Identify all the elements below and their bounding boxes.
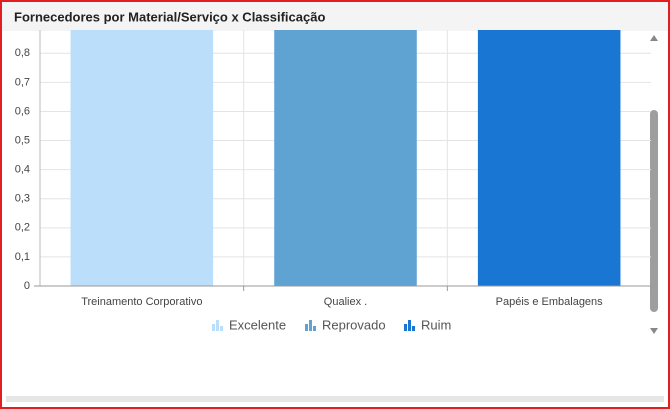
header	[1, 1, 669, 31]
y-tick-label: 0,2	[15, 222, 30, 234]
plot-area	[70, 30, 621, 286]
y-tick-label: 0,8	[15, 47, 30, 59]
legend-icon	[404, 324, 407, 331]
legend-icon	[216, 320, 219, 331]
legend-label: Reprovado	[322, 317, 386, 332]
y-tick-label: 0,4	[15, 164, 30, 176]
legend-label: Ruim	[421, 317, 451, 332]
legend-icon	[305, 324, 308, 331]
scroll-down[interactable]	[650, 328, 658, 334]
y-tick-label: 0,1	[15, 251, 30, 263]
y-tick-label: 0,5	[15, 134, 30, 146]
legend-icon	[212, 324, 215, 331]
scroll-up[interactable]	[650, 35, 658, 41]
y-tick-label: 0,3	[15, 193, 30, 205]
x-tick-label: Papéis e Embalagens	[496, 296, 604, 308]
legend-icon	[220, 326, 223, 331]
x-tick-label: Treinamento Corporativo	[81, 296, 202, 308]
legend-icon	[309, 320, 312, 331]
legend-icon	[408, 320, 411, 331]
chart-title: Fornecedores por Material/Serviço x Clas…	[14, 9, 325, 24]
x-tick-label: Qualiex .	[324, 296, 367, 308]
legend-icon	[313, 326, 316, 331]
footer-bar	[6, 396, 664, 402]
bar	[477, 30, 621, 286]
bar	[274, 30, 417, 286]
bar	[70, 30, 214, 286]
legend-icon	[412, 326, 415, 331]
scrollbar-thumb[interactable]	[650, 110, 658, 312]
y-tick-label: 0	[24, 280, 30, 292]
y-tick-label: 0,6	[15, 105, 30, 117]
y-tick-label: 0,7	[15, 76, 30, 88]
legend-label: Excelente	[229, 317, 286, 332]
